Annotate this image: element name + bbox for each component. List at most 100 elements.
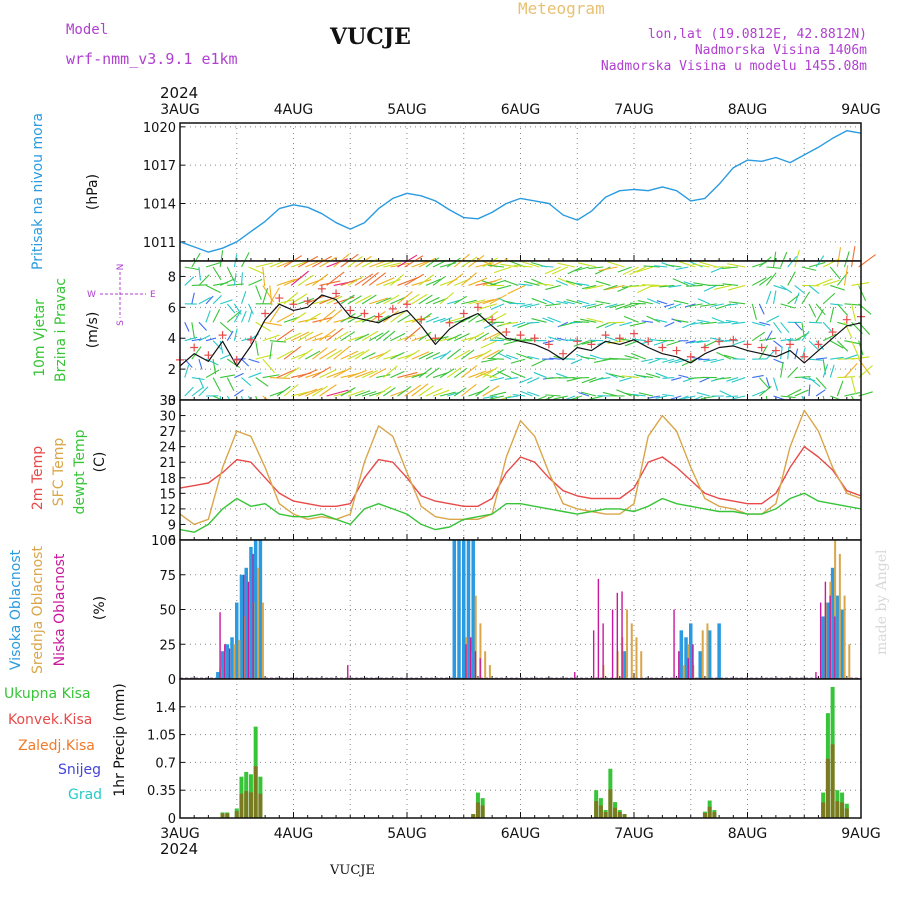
rain-bar-overlap xyxy=(702,812,707,818)
cloud-bar-low xyxy=(243,574,245,679)
wind-arrow xyxy=(588,266,604,270)
rain-unit: 1hr Precip (mm) xyxy=(112,683,128,796)
wind-arrow xyxy=(269,287,280,305)
temp-ytick-label: 6 xyxy=(168,534,176,549)
wind-arrow xyxy=(575,282,590,286)
cloud-bar-mid xyxy=(479,623,482,679)
wind-arrow xyxy=(446,273,464,286)
wind-arrow xyxy=(269,306,281,323)
wind-arrow xyxy=(686,284,703,287)
wind-ytick-label: 2 xyxy=(168,363,176,378)
precipitation-panel: 0 0.35 0.7 1.05 1.4 xyxy=(147,678,862,827)
wind-arrow xyxy=(376,314,390,323)
wind-arrow xyxy=(255,285,262,300)
wind-arrow xyxy=(411,383,429,397)
wind-arrow xyxy=(227,283,244,286)
wind-arrow xyxy=(548,336,561,342)
wind-arrow xyxy=(347,389,365,397)
temp-unit: (C) xyxy=(92,452,108,473)
wind-arrow xyxy=(752,321,766,327)
wind-arrow xyxy=(397,313,412,323)
wind-arrow xyxy=(447,299,461,305)
wind-arrow xyxy=(545,394,561,397)
wind-arrow xyxy=(619,377,632,382)
pressure-unit: (hPa) xyxy=(85,174,101,210)
cloud-bar-high xyxy=(698,651,702,679)
wind-arrow xyxy=(205,284,221,294)
wind-gust-marker xyxy=(204,351,213,360)
wind-arrow xyxy=(425,257,440,268)
wind-arrow xyxy=(692,263,710,268)
wind-arrow xyxy=(581,377,597,384)
wind-arrow xyxy=(312,273,329,286)
wind-arrow xyxy=(234,372,244,379)
rain-bar-overlap xyxy=(220,813,225,818)
wind-arrow xyxy=(547,316,561,323)
wind-gust-marker xyxy=(218,331,227,340)
wind-arrow xyxy=(439,350,452,360)
wind-arrow xyxy=(844,392,861,397)
wind-arrow xyxy=(607,261,625,268)
wind-arrow xyxy=(728,284,746,291)
wind-arrow xyxy=(636,266,654,273)
cloud-bar-high xyxy=(244,567,248,679)
wind-arrow xyxy=(418,385,434,397)
wind-arrow xyxy=(593,358,611,363)
wind-arrow xyxy=(752,390,766,397)
wind-arrow xyxy=(794,348,799,360)
rain-bar-overlap xyxy=(475,802,480,818)
wind-arrow xyxy=(670,395,682,400)
wind-arrow xyxy=(668,284,682,288)
wind-arrow xyxy=(621,375,639,379)
wind-panel: 0 2 4 6 8 xyxy=(168,246,876,413)
wind-arrow xyxy=(312,347,328,360)
cloud-bar-low xyxy=(347,665,349,679)
wind-arrow xyxy=(233,273,237,286)
cloud-bar-low xyxy=(616,592,619,679)
wind-gust-marker xyxy=(544,340,553,349)
wind-gust-marker xyxy=(715,337,724,346)
wind-arrow xyxy=(498,352,512,360)
wind-gust-marker xyxy=(743,340,752,349)
wind-arrow xyxy=(822,292,836,305)
wind-arrow xyxy=(255,262,273,268)
wind-arrow xyxy=(556,300,568,305)
wind-arrow xyxy=(725,395,739,398)
wind-arrow xyxy=(574,266,590,272)
wind-arrow xyxy=(383,330,396,342)
day-label-bottom: 6AUG xyxy=(501,826,541,842)
wind-gust-marker xyxy=(473,303,482,312)
wind-arrow xyxy=(297,348,313,360)
day-labels-bottom: 3AUG 4AUG 5AUG 6AUG 7AUG 8AUG 9AUG xyxy=(160,826,881,842)
wind-arrow xyxy=(220,299,233,305)
wind-arrow xyxy=(262,287,269,305)
wind-arrow xyxy=(376,297,392,305)
rain-bar-overlap xyxy=(603,812,608,818)
wind-arrow xyxy=(312,366,332,379)
wind-arrow xyxy=(397,371,418,379)
wind-arrow xyxy=(843,251,850,268)
wind-arrow xyxy=(220,374,235,379)
wind-arrow xyxy=(637,300,654,305)
cloud-bar-mid xyxy=(238,640,241,679)
wind-arrow xyxy=(375,349,391,360)
wind-arrow xyxy=(542,317,554,323)
cloud-bar-low xyxy=(479,658,481,679)
wind-arrow xyxy=(751,303,758,320)
wind-arrow xyxy=(510,302,526,305)
wind-arrow xyxy=(623,315,639,323)
rain-bar-overlap xyxy=(594,801,599,818)
wind-arrow xyxy=(668,358,682,364)
wind-label-2: Brzina i Pravac xyxy=(53,278,69,382)
wind-arrow xyxy=(726,377,739,382)
wind-gust-marker xyxy=(573,337,582,346)
wind-arrow xyxy=(468,277,488,286)
wind-gust-marker xyxy=(757,343,766,352)
pressure-ytick-label: 1017 xyxy=(143,159,176,174)
wind-arrow xyxy=(478,303,498,310)
wind-gust-marker xyxy=(403,300,411,309)
wind-arrow xyxy=(439,292,454,305)
cloud-bar-high xyxy=(258,540,263,679)
rain-label-1: Ukupna Kisa xyxy=(4,686,91,702)
wind-arrow xyxy=(570,358,583,365)
